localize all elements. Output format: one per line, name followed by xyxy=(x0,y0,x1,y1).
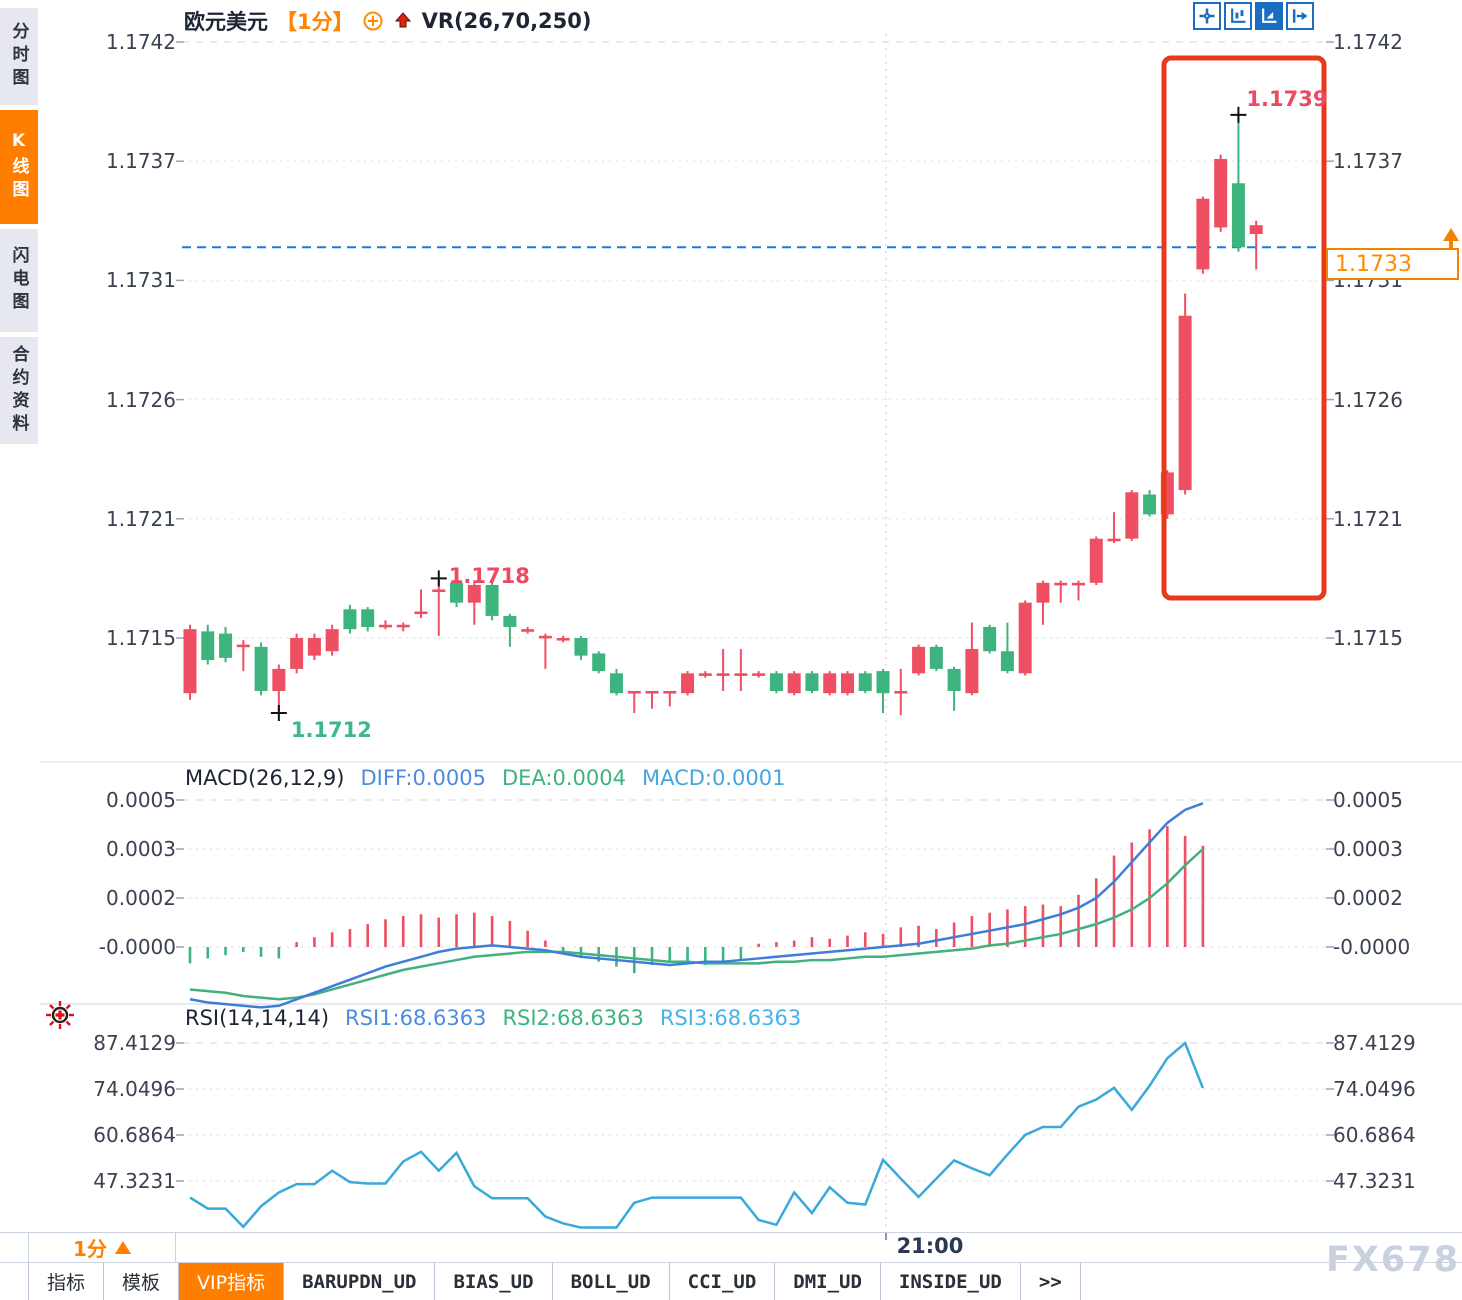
macd-y-tick-left: 0.0002 xyxy=(106,886,176,910)
main-y-tick-right: 1.1715 xyxy=(1333,626,1403,650)
main-y-tick-left: 1.1721 xyxy=(106,506,176,531)
tab-templates[interactable]: 模板 xyxy=(104,1263,180,1300)
rsi-y-tick-left: 47.3231 xyxy=(93,1169,176,1193)
main-y-tick-right: 1.1726 xyxy=(1333,387,1403,412)
macd-macd-value: MACD:0.0001 xyxy=(641,766,786,790)
main-y-tick-right: 1.1737 xyxy=(1333,149,1403,174)
main-y-tick-left: 1.1731 xyxy=(106,268,176,293)
sidebar-item-time-chart[interactable]: 分时图 xyxy=(0,8,38,105)
rsi-title: RSI(14,14,14) xyxy=(185,1006,330,1030)
main-y-tick-left: 1.1715 xyxy=(106,626,176,650)
chart-price-annotation: 1.1718 xyxy=(448,564,530,589)
main-y-tick-left: 1.1737 xyxy=(106,149,176,174)
main-y-tick-left: 1.1726 xyxy=(106,387,176,412)
sidebar-item-flash-chart[interactable]: 闪电图 xyxy=(0,229,38,332)
rsi2-value: RSI2:68.6363 xyxy=(502,1006,644,1030)
divider-time-bottom xyxy=(0,1262,1462,1263)
pan-crosshair-button[interactable] xyxy=(1193,2,1221,30)
rsi-y-tick-left: 87.4129 xyxy=(93,1031,176,1055)
chart-price-annotation: 1.1712 xyxy=(290,718,372,743)
divider-time-top xyxy=(0,1232,1462,1233)
main-y-tick-right: 1.1742 xyxy=(1333,30,1403,54)
axis-scale-button[interactable] xyxy=(1224,2,1252,30)
rsi1-value: RSI1:68.6363 xyxy=(345,1006,487,1030)
current-price-tag: 1.1733 xyxy=(1326,248,1459,280)
macd-y-tick-right: -0.0000 xyxy=(1333,935,1411,959)
tab-inside-ud[interactable]: INSIDE_UD xyxy=(881,1263,1021,1300)
tab-cci-ud[interactable]: CCI_UD xyxy=(670,1263,776,1300)
chart-header: 欧元美元 【1分】 VR(26,70,250) xyxy=(184,6,591,36)
fx678-watermark: FX678 xyxy=(1326,1240,1460,1280)
tab-more[interactable]: >> xyxy=(1021,1263,1081,1300)
circle-plus-icon[interactable] xyxy=(362,10,384,32)
macd-y-tick-left: 0.0005 xyxy=(106,788,176,812)
interval-selector[interactable]: 1分 xyxy=(28,1232,176,1263)
tab-dmi-ud[interactable]: DMI_UD xyxy=(775,1263,881,1300)
symbol-title: 欧元美元 xyxy=(184,10,268,34)
triangle-up-icon xyxy=(114,1241,131,1254)
rsi-y-tick-right: 60.6864 xyxy=(1333,1123,1416,1147)
rsi-y-tick-left: 60.6864 xyxy=(93,1123,176,1147)
auto-follow-button[interactable] xyxy=(1255,2,1283,30)
indicator-tab-bar: 指标 模板 VIP指标 BARUPDN_UD BIAS_UD BOLL_UD C… xyxy=(28,1263,1081,1300)
tab-boll-ud[interactable]: BOLL_UD xyxy=(553,1263,670,1300)
macd-y-tick-right: 0.0002 xyxy=(1333,886,1403,910)
main-y-tick-left: 1.1742 xyxy=(106,30,176,54)
chart-price-annotation: 1.1739 xyxy=(1246,86,1328,111)
current-price-value: 1.1733 xyxy=(1335,251,1412,277)
jump-to-latest-button[interactable] xyxy=(1286,2,1314,30)
macd-dea-value: DEA:0.0004 xyxy=(501,766,626,790)
macd-y-tick-right: 0.0003 xyxy=(1333,837,1403,861)
rsi-header: RSI(14,14,14) RSI1:68.6363 RSI2:68.6363 … xyxy=(185,1006,801,1030)
macd-title: MACD(26,12,9) xyxy=(185,766,345,790)
rsi3-value: RSI3:68.6363 xyxy=(659,1006,802,1030)
rsi-y-tick-right: 74.0496 xyxy=(1333,1077,1416,1101)
rsi-y-tick-right: 87.4129 xyxy=(1333,1031,1416,1055)
tab-bias-ud[interactable]: BIAS_UD xyxy=(435,1263,553,1300)
tab-indicators[interactable]: 指标 xyxy=(28,1263,105,1300)
tab-barupdn-ud[interactable]: BARUPDN_UD xyxy=(284,1263,436,1300)
chart-toolbar xyxy=(1193,2,1314,30)
rsi-y-tick-right: 47.3231 xyxy=(1333,1169,1416,1193)
red-up-arrow-icon xyxy=(392,10,414,32)
rsi-y-tick-left: 74.0496 xyxy=(93,1077,176,1101)
macd-y-tick-left: -0.0000 xyxy=(98,935,176,959)
alert-sun-icon[interactable] xyxy=(45,1000,75,1030)
tab-vip-indicators[interactable]: VIP指标 xyxy=(179,1263,285,1300)
sidebar-item-kline-chart[interactable]: K线图 xyxy=(0,110,38,224)
interval-selector-label: 1分 xyxy=(73,1237,107,1261)
x-axis-time-label: 21:00 xyxy=(896,1234,964,1258)
interval-badge: 【1分】 xyxy=(276,10,354,34)
main-y-tick-right: 1.1721 xyxy=(1333,506,1403,531)
macd-header: MACD(26,12,9) DIFF:0.0005 DEA:0.0004 MAC… xyxy=(185,766,785,790)
macd-y-tick-left: 0.0003 xyxy=(106,837,176,861)
vr-indicator-label: VR(26,70,250) xyxy=(421,9,592,33)
sidebar-item-contract-info[interactable]: 合约资料 xyxy=(0,337,38,444)
macd-y-tick-right: 0.0005 xyxy=(1333,788,1403,812)
macd-diff-value: DIFF:0.0005 xyxy=(360,766,486,790)
